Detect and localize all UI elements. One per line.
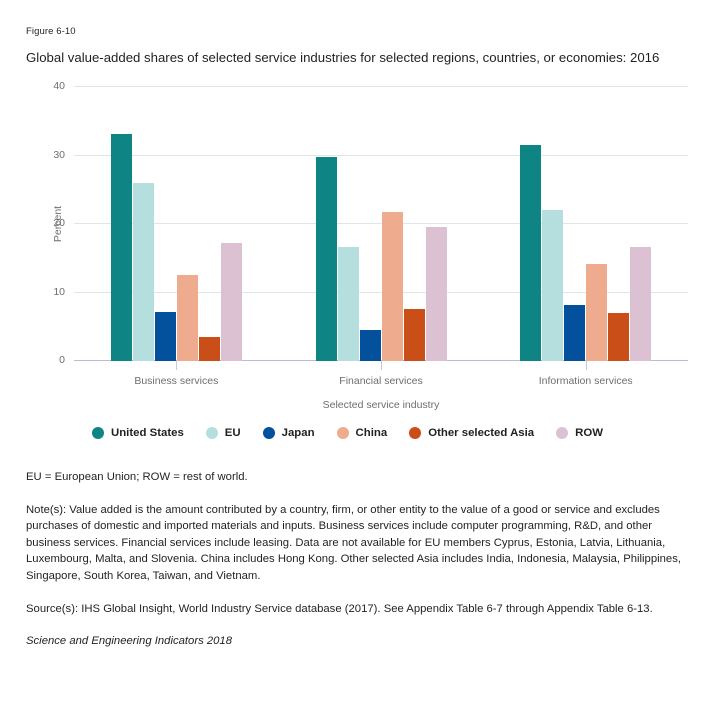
y-tick-label-20: 20 <box>53 217 65 229</box>
bar[interactable] <box>359 329 381 361</box>
bar[interactable] <box>630 247 652 361</box>
legend-label: Japan <box>281 427 315 439</box>
bar[interactable] <box>608 313 630 361</box>
bar[interactable] <box>381 212 403 361</box>
chart-container: Percent 0 10 20 30 40 Business services Finan… <box>26 80 698 421</box>
bar[interactable] <box>198 337 220 361</box>
gridline-30: 30 <box>53 149 688 161</box>
legend-item[interactable]: ROW <box>556 427 603 439</box>
bar[interactable] <box>132 182 154 361</box>
y-tick-label-40: 40 <box>53 80 65 92</box>
chart-legend: United States EU Japan China Other selected … <box>26 427 698 439</box>
x-tick-label: Information services <box>538 375 633 387</box>
source-note: Source(s): IHS Global Insight, World Ind… <box>26 602 653 615</box>
bar-set <box>110 87 242 361</box>
abbreviations-note: EU = European Union; ROW = rest of world… <box>26 471 248 483</box>
general-note: Note(s): Value added is the amount contr… <box>26 503 681 582</box>
legend-swatch-circle-icon <box>262 427 275 439</box>
y-tick-label-30: 30 <box>53 148 65 161</box>
bar[interactable] <box>110 134 132 361</box>
bar-group: Financial services <box>279 87 484 387</box>
x-tick-mark <box>176 361 178 370</box>
figure-notes: EU = European Union; ROW = rest of world… <box>26 469 698 650</box>
legend-item[interactable]: United States <box>92 427 184 439</box>
legend-item[interactable]: China <box>336 427 388 439</box>
bar[interactable] <box>520 144 542 361</box>
legend-label: United States <box>111 427 184 439</box>
legend-swatch-circle-icon <box>336 427 349 439</box>
legend-swatch-circle-icon <box>205 427 218 439</box>
bar[interactable] <box>176 274 198 361</box>
legend-item[interactable]: EU <box>205 427 241 439</box>
y-tick-label-10: 10 <box>53 285 65 298</box>
bar[interactable] <box>425 227 447 361</box>
x-tick-label: Financial services <box>339 375 423 387</box>
legend-swatch-circle-icon <box>409 427 422 439</box>
legend-item[interactable]: Other selected Asia <box>409 427 534 439</box>
bar-set <box>520 87 652 361</box>
bar-groups: Business services Financial services Infor… <box>74 87 688 387</box>
bar[interactable] <box>403 308 425 361</box>
gridline-10: 10 <box>53 286 688 298</box>
gridline-0: 0 <box>59 354 688 366</box>
bar[interactable] <box>337 246 359 361</box>
legend-label: China <box>355 427 388 439</box>
x-tick-label: Business services <box>134 375 219 387</box>
x-tick-mark <box>585 361 587 370</box>
legend-item[interactable]: Japan <box>262 427 315 439</box>
y-tick-label-0: 0 <box>59 354 65 366</box>
bar-set <box>315 87 447 361</box>
x-tick-mark <box>381 361 382 370</box>
bar[interactable] <box>220 242 242 361</box>
legend-label: Other selected Asia <box>428 427 535 439</box>
legend-label: EU <box>224 427 241 439</box>
bar[interactable] <box>586 263 608 361</box>
legend-label: ROW <box>575 427 603 439</box>
figure-title: Global value-added shares of selected se… <box>26 50 660 65</box>
bar[interactable] <box>315 156 337 361</box>
gridline-40: 40 <box>53 80 688 92</box>
figure-number: Figure 6-10 <box>26 26 76 37</box>
bar[interactable] <box>542 210 564 361</box>
bar-group: Business services <box>74 87 279 387</box>
bar-group: Information services <box>483 87 688 387</box>
plot-area: Percent 0 10 20 30 40 Business services Finan… <box>52 80 688 387</box>
x-axis-label: Selected service industry <box>322 399 440 411</box>
gridline-20: 20 <box>53 217 688 229</box>
bar[interactable] <box>564 304 586 361</box>
publication-note: Science and Engineering Indicators 2018 <box>26 635 232 648</box>
legend-swatch-circle-icon <box>92 427 104 439</box>
bar[interactable] <box>154 311 176 361</box>
legend-swatch-circle-icon <box>556 427 569 439</box>
